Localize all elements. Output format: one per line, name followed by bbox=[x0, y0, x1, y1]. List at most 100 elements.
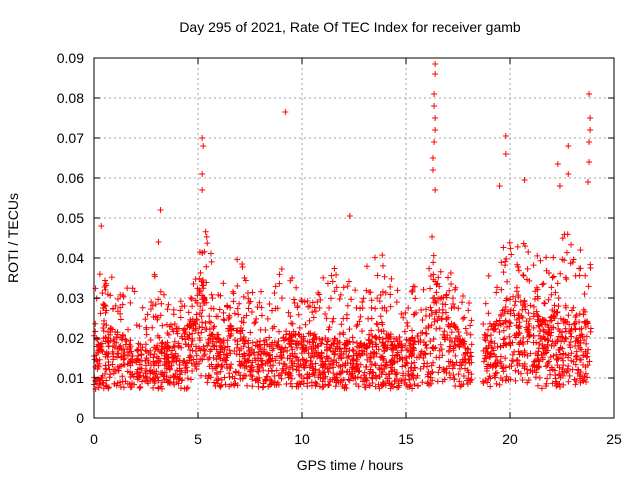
data-point bbox=[363, 374, 370, 381]
data-point bbox=[552, 375, 559, 382]
data-point bbox=[340, 329, 347, 336]
data-point bbox=[432, 115, 439, 121]
data-point bbox=[317, 296, 324, 303]
data-point bbox=[487, 383, 494, 390]
data-point bbox=[319, 364, 326, 371]
data-point bbox=[568, 307, 575, 314]
data-point bbox=[217, 355, 224, 362]
data-point bbox=[584, 374, 591, 381]
data-point bbox=[480, 320, 487, 327]
data-point bbox=[157, 207, 164, 213]
data-point bbox=[482, 300, 489, 307]
data-point bbox=[215, 361, 222, 368]
data-point bbox=[346, 213, 353, 219]
data-point bbox=[324, 280, 331, 287]
data-point bbox=[448, 281, 455, 288]
data-point bbox=[582, 363, 589, 370]
data-point bbox=[467, 379, 474, 386]
data-point bbox=[198, 313, 205, 320]
data-point bbox=[161, 362, 168, 369]
data-point bbox=[545, 324, 552, 331]
data-point bbox=[573, 353, 580, 360]
data-point bbox=[374, 295, 381, 302]
data-point bbox=[236, 347, 243, 354]
data-point bbox=[424, 371, 431, 378]
data-point bbox=[312, 366, 319, 373]
data-point bbox=[129, 285, 136, 292]
data-point bbox=[578, 331, 585, 338]
data-point bbox=[492, 370, 499, 377]
data-point bbox=[149, 302, 156, 309]
data-point bbox=[555, 347, 562, 354]
data-point bbox=[101, 284, 108, 291]
data-point bbox=[502, 258, 509, 265]
data-point bbox=[359, 305, 366, 312]
data-point bbox=[398, 347, 405, 354]
data-point bbox=[491, 340, 498, 347]
y-tick-label: 0.05 bbox=[57, 210, 84, 226]
data-point bbox=[198, 329, 205, 336]
data-point bbox=[221, 346, 228, 353]
data-point bbox=[447, 334, 454, 341]
data-point bbox=[566, 321, 573, 328]
data-point bbox=[220, 309, 227, 316]
data-point bbox=[372, 360, 379, 367]
data-point bbox=[520, 271, 527, 278]
data-point bbox=[272, 357, 279, 364]
data-point bbox=[534, 382, 541, 389]
data-point bbox=[294, 304, 301, 311]
data-point bbox=[466, 360, 473, 367]
data-point bbox=[241, 350, 248, 357]
data-point bbox=[506, 340, 513, 347]
data-point bbox=[241, 362, 248, 369]
data-point bbox=[491, 326, 498, 333]
data-point bbox=[526, 315, 533, 322]
data-point bbox=[189, 367, 196, 374]
data-point bbox=[445, 274, 452, 281]
data-point bbox=[137, 369, 144, 376]
data-point bbox=[186, 331, 193, 338]
data-point bbox=[373, 343, 380, 350]
data-point bbox=[295, 331, 302, 338]
data-point bbox=[465, 307, 472, 314]
data-point bbox=[134, 347, 141, 354]
data-point bbox=[454, 326, 461, 333]
data-point bbox=[458, 382, 465, 389]
data-point bbox=[346, 377, 353, 384]
data-point bbox=[363, 363, 370, 370]
data-point bbox=[531, 358, 538, 365]
data-point bbox=[400, 314, 407, 321]
data-point bbox=[163, 345, 170, 352]
data-point bbox=[171, 338, 178, 345]
data-point bbox=[205, 356, 212, 363]
data-point bbox=[450, 372, 457, 379]
data-point bbox=[155, 355, 162, 362]
data-point bbox=[309, 367, 316, 374]
data-point bbox=[502, 303, 509, 310]
data-point bbox=[140, 373, 147, 380]
data-point bbox=[380, 327, 387, 334]
data-point bbox=[534, 293, 541, 300]
data-point bbox=[565, 312, 572, 319]
chart-title: Day 295 of 2021, Rate Of TEC Index for r… bbox=[179, 19, 521, 35]
data-point bbox=[375, 326, 382, 333]
data-point bbox=[563, 276, 570, 283]
data-point bbox=[273, 381, 280, 388]
data-point bbox=[341, 385, 348, 392]
data-point bbox=[109, 305, 116, 312]
data-point bbox=[278, 344, 285, 351]
data-point bbox=[383, 307, 390, 314]
data-point bbox=[379, 366, 386, 373]
data-point bbox=[208, 250, 215, 257]
data-point bbox=[292, 332, 299, 339]
data-point bbox=[457, 359, 464, 366]
data-point bbox=[326, 324, 333, 331]
data-point bbox=[405, 368, 412, 375]
data-point bbox=[455, 305, 462, 312]
data-point bbox=[240, 293, 247, 300]
data-point bbox=[436, 364, 443, 371]
data-point bbox=[359, 298, 366, 305]
data-point bbox=[500, 336, 507, 343]
data-point bbox=[268, 379, 275, 386]
data-point bbox=[431, 91, 438, 97]
